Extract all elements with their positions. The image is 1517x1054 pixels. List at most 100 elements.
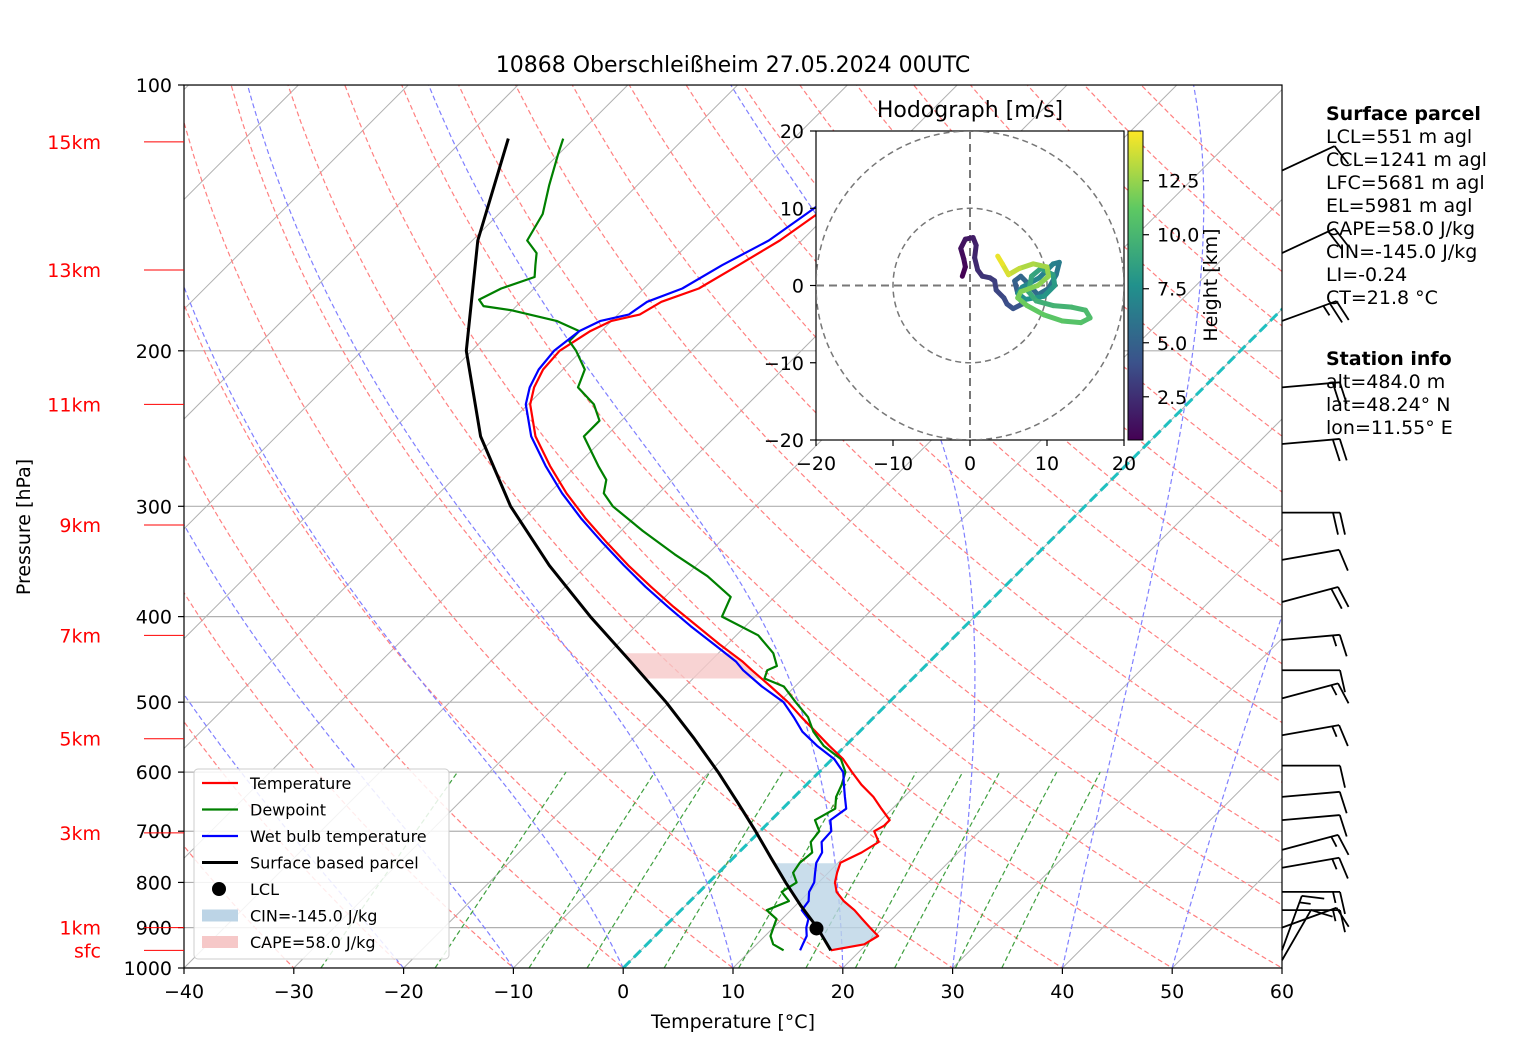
y-tick-label: 500 [136,692,172,714]
height-label: sfc [74,940,101,962]
isotherm-line [184,85,848,750]
wind-barb [1281,682,1350,704]
hodograph-ring [892,207,1048,364]
mixing-ratio-line [805,771,917,968]
hodo-x-tick-label: −10 [873,453,913,475]
isotherm-line [184,85,519,420]
wetbulb-line [524,137,900,951]
dry-adiabat-line [856,85,1282,493]
isotherm-line [184,85,738,640]
legend-cin: CIN=-145.0 J/kg [250,907,377,926]
isotherm-line [842,528,1282,968]
y-tick-label: 600 [136,762,172,784]
y-tick-label: 300 [136,496,172,518]
height-label: 13km [47,260,101,282]
mixing-ratio-line [586,771,711,968]
isotherm-line [184,85,409,310]
dry-adiabat-line [458,85,1282,906]
legend-wetbulb: Wet bulb temperature [250,827,427,846]
surface-parcel-line: LCL=551 m agl [1326,126,1473,148]
dry-adiabat-line [685,85,1282,665]
moist-adiabat-line [246,85,734,968]
wind-barb [1281,814,1348,837]
wind-barb [1281,227,1350,254]
hodo-x-tick-label: 20 [1112,453,1136,475]
surface-parcel-panel: Surface parcel LCL=551 m agl CCL=1241 m a… [1326,103,1487,310]
colorbar-tick-label: 7.5 [1157,279,1187,301]
hodograph-segment [1018,283,1041,295]
x-tick-label: −10 [493,981,533,1003]
wind-barb [1282,764,1346,788]
hodo-y-tick-label: 10 [780,198,804,220]
station-info-line: lat=48.24° N [1326,394,1451,416]
hodo-y-tick-label: 20 [780,121,804,143]
cin-area [774,863,878,951]
surface-parcel-line: CCL=1241 m agl [1326,149,1487,171]
moist-adiabat-line [1171,613,1282,968]
colorbar-tick-label: 5.0 [1157,333,1187,355]
wind-barb [1282,890,1346,915]
isotherm-line [513,198,1282,968]
lcl-marker [809,921,824,936]
legend-lcl-swatch [212,882,226,896]
surface-parcel-line: LI=-0.24 [1326,264,1408,286]
y-tick-label: 400 [136,607,172,629]
dry-adiabat-line [742,85,1282,607]
wind-barb [1281,438,1348,462]
wind-barb [1281,856,1349,879]
surface-parcel-line: EL=5981 m agl [1326,195,1473,217]
x-tick-label: −20 [384,981,424,1003]
height-label: 11km [47,394,101,416]
temperature-line [529,137,913,952]
chart-title: 10868 Oberschleißheim 27.05.2024 00UTC [496,53,971,78]
dry-adiabat-line [184,302,734,968]
wind-barb [1281,834,1350,856]
wind-barb [1281,790,1348,814]
wind-barb [1282,909,1346,933]
colorbar-tick-label: 12.5 [1157,171,1199,193]
hodograph-title: Hodograph [m/s] [877,98,1063,123]
moist-adiabat-line [1061,85,1205,968]
isotherm-line [732,418,1282,968]
hodograph-segment [1059,318,1084,326]
isotherm-line [952,637,1282,968]
hodograph-segment [1033,298,1056,309]
y-tick-label: 700 [136,821,172,843]
y-axis-label: Pressure [hPa] [13,459,35,595]
dry-adiabat-line [799,85,1282,550]
colorbar-tick-label: 2.5 [1157,387,1187,409]
surface-parcel-line: CAPE=58.0 J/kg [1326,218,1476,240]
y-tick-label: 900 [136,918,172,940]
hodograph-segment [995,253,1005,267]
legend-cape-swatch [202,936,238,948]
dry-adiabat-line [184,120,844,968]
x-tick-label: 0 [617,981,629,1003]
legend-lcl: LCL [250,880,279,899]
height-label: 5km [59,729,101,751]
x-tick-label: −30 [274,981,314,1003]
zero-isotherm-line [622,307,1282,968]
station-info-heading: Station info [1326,348,1452,370]
x-tick-label: 30 [941,981,965,1003]
wind-barb [1282,669,1346,693]
y-tick-label: 100 [136,75,172,97]
legend-dewpoint: Dewpoint [250,801,326,820]
parcel-line [464,138,833,952]
hodo-x-tick-label: −20 [796,453,836,475]
mixing-ratio-line [528,771,656,968]
mixing-ratio-line [434,771,567,968]
wind-barb [1281,633,1348,657]
dry-adiabat-line [401,85,1282,968]
hodograph: −20−20 −10 −10 0 0 10 10 20 20 Hodograph [m/s] 2.5… [764,98,1222,475]
hodo-y-tick-label: −10 [764,353,804,375]
surface-parcel-line: CIN=-145.0 J/kg [1326,241,1478,263]
dry-adiabat-line [230,85,954,968]
hodo-y-tick-label: −20 [764,430,804,452]
legend-cin-swatch [202,909,238,922]
legend-temperature: Temperature [249,774,351,793]
mixing-ratio-line [954,771,1058,968]
mixing-ratio-line [854,771,964,968]
mixing-ratio-line [663,771,784,968]
y-tick-label: 1000 [124,958,172,980]
